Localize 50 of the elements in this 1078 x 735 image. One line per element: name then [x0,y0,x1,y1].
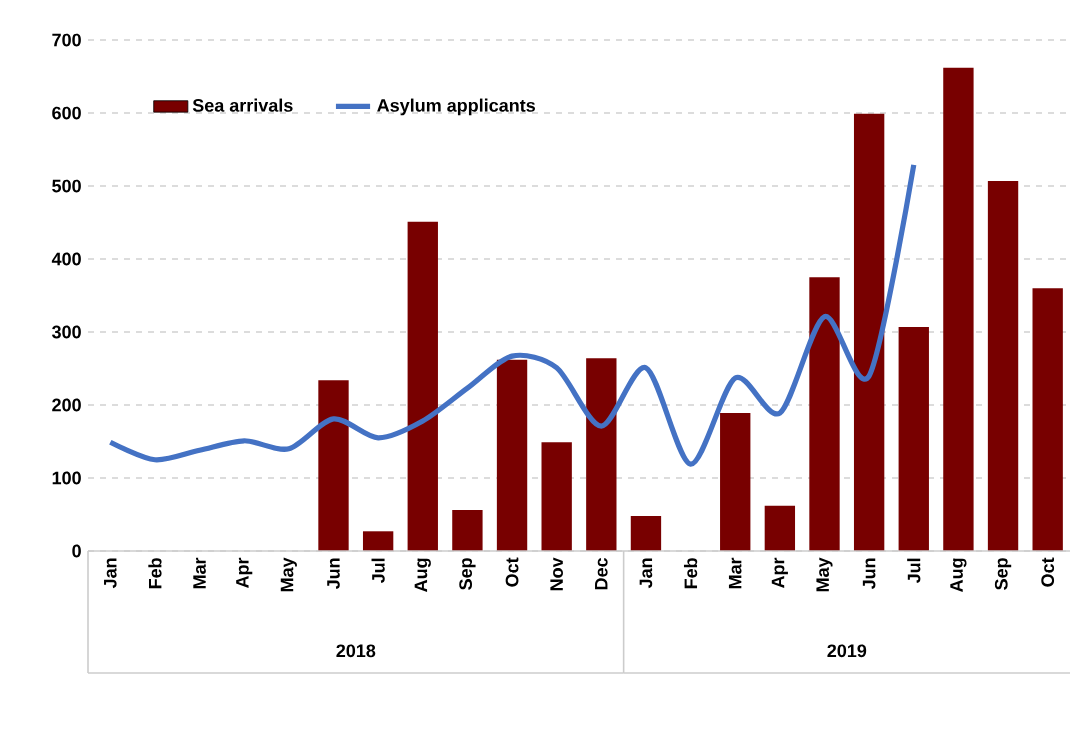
bar [720,413,751,551]
bar [853,113,885,551]
x-tick-label: May [280,557,297,592]
x-tick-label: Jan [104,558,117,589]
bar [496,359,528,551]
x-tick-label: Sep [459,558,476,590]
x-tick-label: Feb [148,558,162,589]
x-tick-label: Aug [950,558,967,592]
text: 2018 [336,644,376,658]
y-tick-label: 600 [52,106,81,120]
y-tick-label: 200 [52,398,81,412]
bar [987,180,1019,551]
y-tick-label: 400 [51,252,81,266]
bar [809,277,840,551]
x-tick-label: Dec [595,557,608,590]
bar [541,442,572,551]
x-tick-label: May [816,557,833,592]
bar [764,505,796,551]
y-tick-label: 500 [52,179,81,193]
y-tick-label: 0 [72,544,81,558]
bar [586,358,617,551]
x-tick-label: Jun [327,558,340,590]
legend-label: Asylum applicants [377,98,535,116]
x-tick-label: Oct [1041,557,1055,587]
text: 2019 [827,644,867,658]
bar [943,67,974,551]
x-tick-label: Apr [236,557,253,588]
bar [1032,288,1063,551]
x-tick-label: Oct [505,557,519,587]
x-tick-label: Apr [771,557,788,588]
x-tick-label: Aug [414,558,431,592]
x-tick-label: Mar [728,557,742,589]
x-tick-label: Jun [862,558,876,590]
bar [452,510,483,551]
x-tick-label: Jan [639,558,653,589]
x-tick-label: Sep [994,558,1012,590]
y-tick-label: 100 [52,471,81,485]
x-tick-label: Jul [907,558,921,584]
y-tick-label: 700 [52,33,81,47]
bar [898,326,929,551]
x-tick-label: Nov [550,557,563,591]
bar [318,380,349,551]
y-tick-label: 300 [51,325,81,339]
x-tick-label: Mar [193,557,206,589]
legend-label: Sea arrivals [192,98,293,112]
x-tick-label: Feb [683,558,698,589]
bar [407,221,438,551]
bar [362,531,394,551]
bar [630,515,662,551]
x-tick-label: Jul [371,558,385,584]
